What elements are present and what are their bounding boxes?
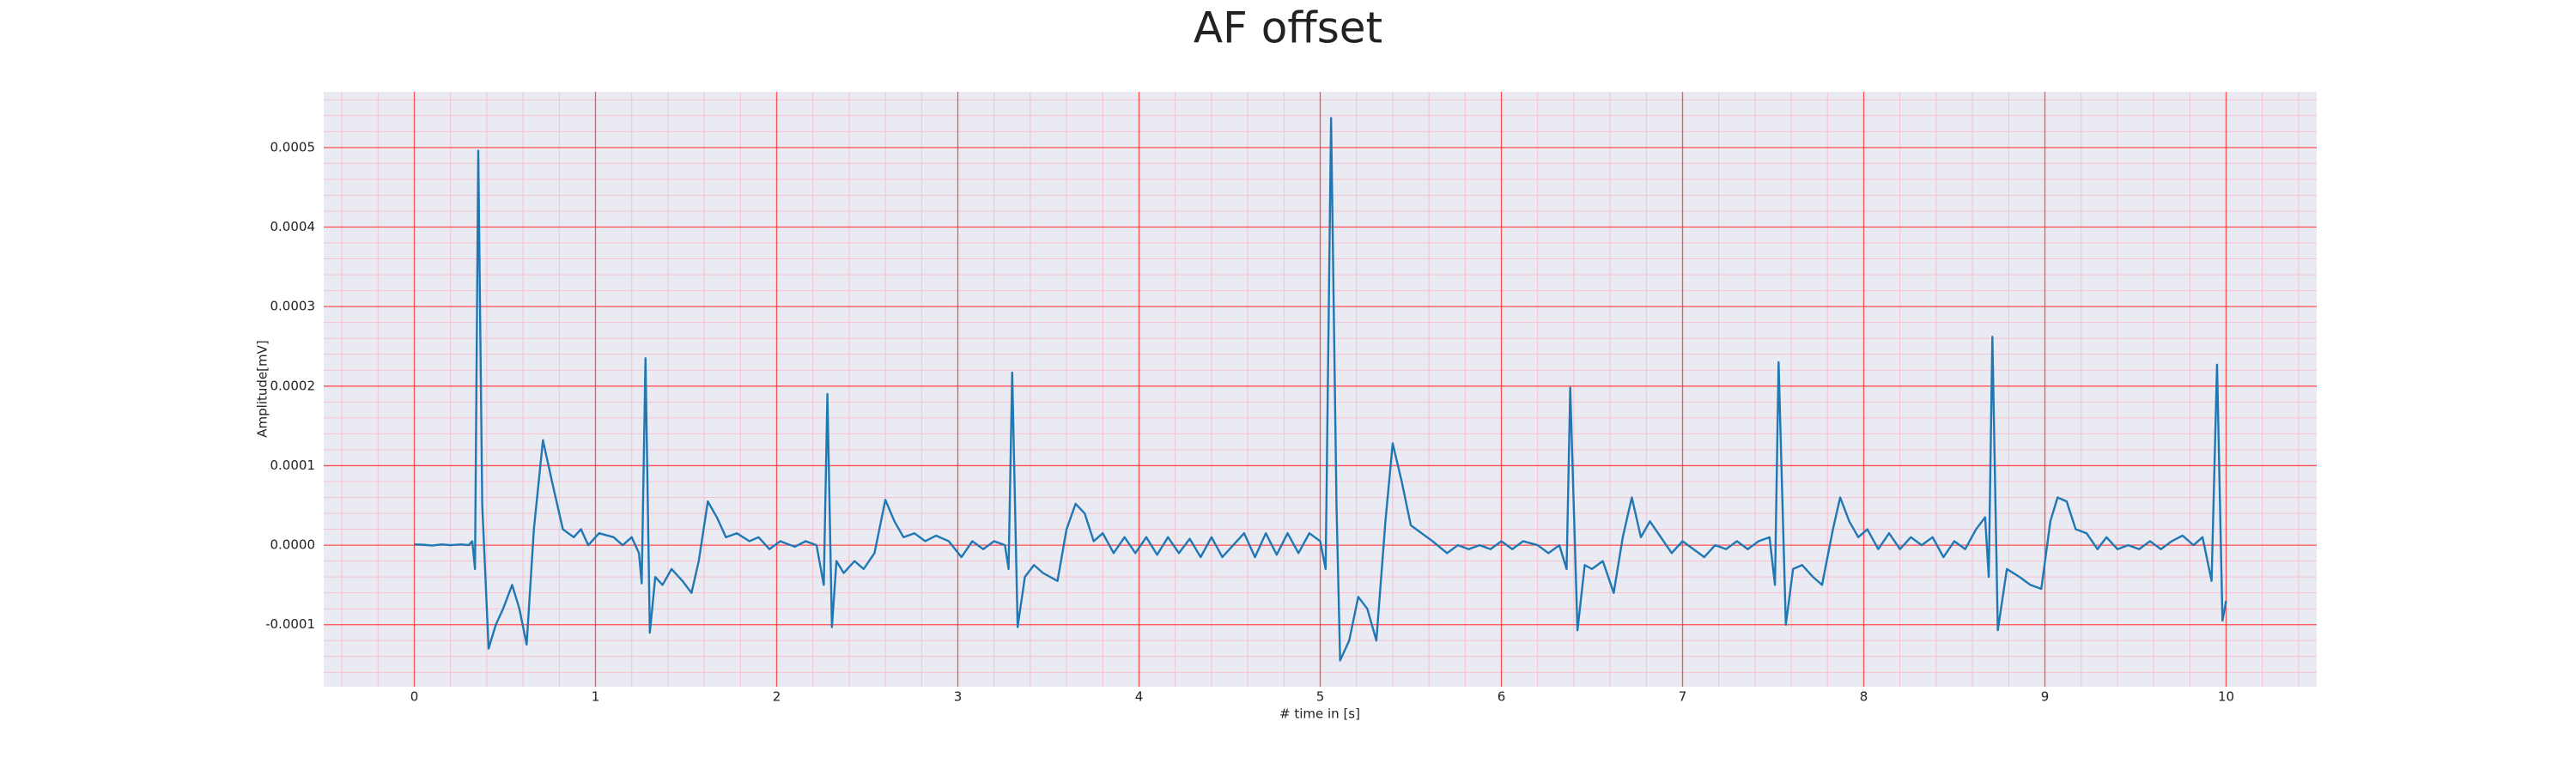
x-tick-label: 4 [1135,689,1144,705]
y-tick-label: -0.0001 [265,616,315,632]
y-tick-label: 0.0002 [270,378,316,393]
y-tick-label: 0.0003 [270,299,316,314]
chart-title: AF offset [1194,3,1382,53]
x-tick-label: 10 [2218,689,2234,705]
x-tick-label: 9 [2041,689,2050,705]
y-tick-label: 0.0001 [270,458,316,473]
y-tick-label: 0.0004 [270,219,316,234]
x-tick-label: 0 [410,689,419,705]
x-tick-label: 1 [592,689,600,705]
x-tick-label: 5 [1316,689,1325,705]
x-tick-label: 6 [1498,689,1506,705]
ecg-line [414,117,2227,662]
x-tick-label: 3 [954,689,963,705]
x-tick-label: 7 [1679,689,1687,705]
x-tick-label: 2 [773,689,781,705]
x-axis-label: # time in [s] [1279,706,1360,722]
y-tick-label: 0.0005 [270,139,316,155]
y-tick-label: 0.0000 [270,537,316,553]
x-tick-label: 8 [1860,689,1868,705]
y-axis-label: Amplitude[mV] [255,340,270,437]
